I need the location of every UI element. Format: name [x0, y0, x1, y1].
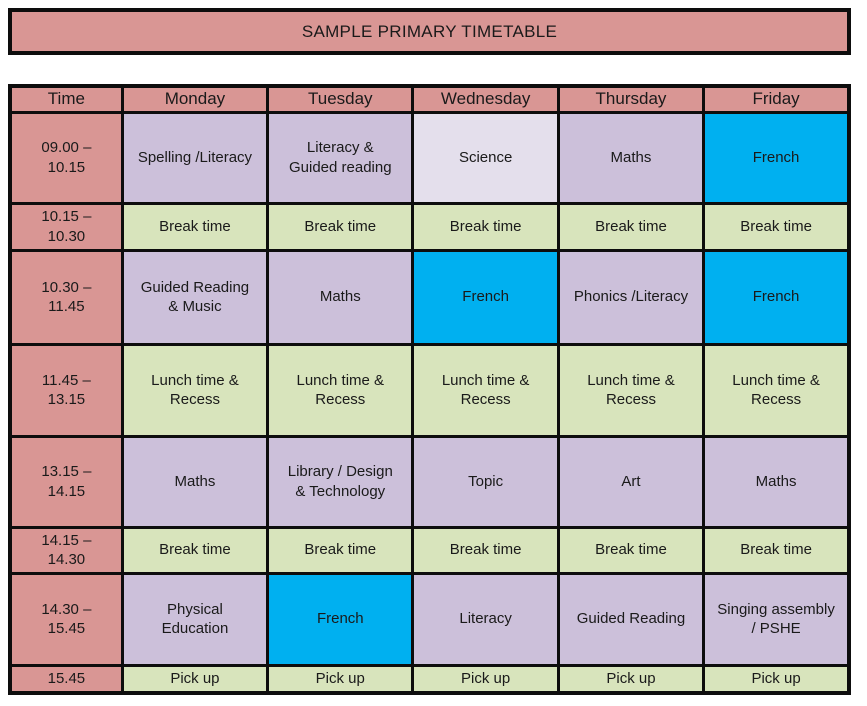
lesson-cell: Lunch time & Recess — [702, 342, 851, 438]
time-slot: 14.30 – 15.45 — [8, 571, 124, 667]
lesson-cell: Physical Education — [120, 571, 270, 667]
lesson-cell: Phonics /Literacy — [556, 248, 706, 346]
lesson-cell: Pick up — [556, 663, 706, 695]
lesson-cell: Maths — [266, 248, 415, 346]
lesson-cell: Break time — [556, 201, 706, 252]
lesson-cell: Break time — [556, 525, 706, 575]
timetable-row: 14.30 – 15.45 Physical Education French Lit… — [8, 571, 851, 667]
time-slot: 10.30 – 11.45 — [8, 248, 124, 346]
timetable-row: 09.00 – 10.15 Spelling /Literacy Literacy … — [8, 110, 851, 205]
lesson-cell: Pick up — [411, 663, 560, 695]
column-header-thursday: Thursday — [556, 84, 706, 114]
timetable: Time Monday Tuesday Wednesday Thursday Friday… — [8, 84, 851, 695]
lesson-cell: Guided Reading & Music — [120, 248, 270, 346]
timetable-row: 13.15 – 14.15 Maths Library / Design & Tec… — [8, 434, 851, 529]
timetable-row: 14.15 – 14.30 Break time Break time Break t… — [8, 525, 851, 575]
lesson-cell: Maths — [556, 110, 706, 205]
lesson-cell: Literacy & Guided reading — [266, 110, 415, 205]
lesson-cell: Pick up — [120, 663, 270, 695]
lesson-cell: Spelling /Literacy — [120, 110, 270, 205]
lesson-cell: Literacy — [411, 571, 560, 667]
lesson-cell: Lunch time & Recess — [120, 342, 270, 438]
lesson-cell: Art — [556, 434, 706, 529]
time-slot: 10.15 – 10.30 — [8, 201, 124, 252]
lesson-cell: Break time — [266, 201, 415, 252]
title-banner: SAMPLE PRIMARY TIMETABLE — [8, 8, 851, 55]
time-slot: 14.15 – 14.30 — [8, 525, 124, 575]
lesson-cell: Break time — [120, 201, 270, 252]
lesson-cell: Break time — [702, 201, 851, 252]
timetable-header: Time Monday Tuesday Wednesday Thursday Friday — [8, 84, 851, 114]
lesson-cell: French — [702, 248, 851, 346]
timetable-row: 11.45 – 13.15 Lunch time & Recess Lunch ti… — [8, 342, 851, 438]
lesson-cell: Singing assembly / PSHE — [702, 571, 851, 667]
timetable-row: 10.15 – 10.30 Break time Break time Break t… — [8, 201, 851, 252]
lesson-cell: Break time — [266, 525, 415, 575]
lesson-cell: Library / Design & Technology — [266, 434, 415, 529]
time-slot: 13.15 – 14.15 — [8, 434, 124, 529]
lesson-cell: Maths — [702, 434, 851, 529]
timetable-row: 15.45 Pick up Pick up Pick up Pick up Pick up — [8, 663, 851, 695]
lesson-cell: Lunch time & Recess — [266, 342, 415, 438]
column-header-friday: Friday — [702, 84, 851, 114]
lesson-cell: Pick up — [266, 663, 415, 695]
lesson-cell: French — [702, 110, 851, 205]
column-header-wednesday: Wednesday — [411, 84, 560, 114]
column-header-monday: Monday — [120, 84, 270, 114]
lesson-cell: Science — [411, 110, 560, 205]
lesson-cell: Guided Reading — [556, 571, 706, 667]
timetable-row: 10.30 – 11.45 Guided Reading & Music Maths… — [8, 248, 851, 346]
time-slot: 15.45 — [8, 663, 124, 695]
time-slot: 11.45 – 13.15 — [8, 342, 124, 438]
lesson-cell: Pick up — [702, 663, 851, 695]
lesson-cell: Maths — [120, 434, 270, 529]
timetable-body: 09.00 – 10.15 Spelling /Literacy Literacy … — [8, 110, 851, 695]
lesson-cell: Break time — [120, 525, 270, 575]
lesson-cell: Break time — [702, 525, 851, 575]
header-row: Time Monday Tuesday Wednesday Thursday Friday — [8, 84, 851, 114]
lesson-cell: Break time — [411, 201, 560, 252]
lesson-cell: Break time — [411, 525, 560, 575]
lesson-cell: Topic — [411, 434, 560, 529]
lesson-cell: Lunch time & Recess — [411, 342, 560, 438]
time-slot: 09.00 – 10.15 — [8, 110, 124, 205]
lesson-cell: French — [411, 248, 560, 346]
column-header-time: Time — [8, 84, 124, 114]
page-title: SAMPLE PRIMARY TIMETABLE — [301, 21, 558, 41]
lesson-cell: French — [266, 571, 415, 667]
column-header-tuesday: Tuesday — [266, 84, 415, 114]
lesson-cell: Lunch time & Recess — [556, 342, 706, 438]
